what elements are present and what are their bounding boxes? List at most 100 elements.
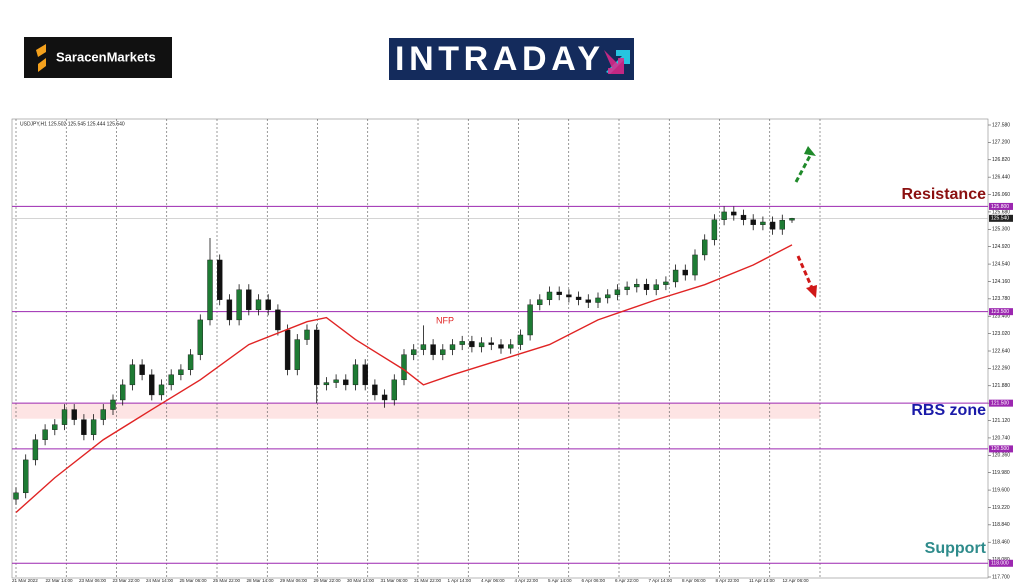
candle-body: [595, 297, 601, 303]
candle-body: [478, 342, 485, 348]
x-tick-label: 31 Mar 06:00: [381, 578, 409, 583]
y-tick-label: 123.400: [992, 314, 1010, 320]
logo-right-arrow-down: [604, 50, 624, 74]
y-tick-label: 121.880: [992, 383, 1010, 389]
annotation-support: Support: [925, 540, 987, 557]
candle-body: [226, 299, 233, 321]
x-tick-label: 8 Apr 22:00: [716, 578, 740, 583]
candle-body: [81, 419, 87, 435]
last-price-label: 125.540: [991, 216, 1009, 222]
y-tick-label: 124.920: [992, 244, 1010, 250]
y-tick-label: 125.300: [992, 227, 1010, 233]
candle-body: [129, 364, 136, 386]
arrow-down-head: [806, 285, 817, 298]
candle-body: [401, 354, 407, 381]
last-price-tag: [989, 214, 1013, 222]
x-tick-label: 6 Apr 06:00: [582, 578, 606, 583]
candle-body: [352, 364, 359, 386]
arrow-up-head: [804, 146, 816, 156]
candle-body: [663, 281, 669, 285]
y-tick-label: 124.160: [992, 279, 1010, 285]
candle-body: [149, 374, 155, 396]
candle-body: [71, 409, 77, 420]
y-tick-label: 119.600: [992, 487, 1010, 493]
candle-body: [333, 379, 339, 383]
annotation-rbs: RBS zone: [911, 402, 986, 419]
candle-body: [624, 286, 630, 290]
candle-body: [265, 299, 271, 311]
rbs-zone: [12, 403, 820, 419]
level-tag-label: 118.000: [991, 561, 1009, 567]
x-tick-label: 5 Apr 14:00: [548, 578, 572, 583]
y-tick-label: 121.120: [992, 418, 1010, 424]
candle-body: [721, 211, 727, 220]
candle-body: [556, 291, 562, 295]
y-tick-label: 126.820: [992, 157, 1010, 163]
candle-body: [643, 284, 650, 290]
y-tick-label: 127.200: [992, 140, 1010, 146]
candle-body: [411, 349, 417, 355]
candle-body: [158, 384, 165, 396]
x-tick-label: 31 Mar 22:00: [414, 578, 442, 583]
x-tick-label: 28 Mar 14:00: [247, 578, 275, 583]
y-tick-label: 122.260: [992, 366, 1010, 372]
level-tag-label: 121.500: [991, 400, 1009, 406]
candle-body: [304, 329, 310, 340]
x-tick-label: 4 Apr 06:00: [481, 578, 505, 583]
y-tick-label: 117.700: [992, 574, 1010, 580]
x-tick-label: 24 Mar 14:00: [146, 578, 174, 583]
candle-body: [391, 379, 397, 401]
y-tick-label: 123.780: [992, 296, 1010, 302]
candle-body: [692, 254, 698, 276]
candle-body: [362, 364, 368, 386]
logo-right-text: INTRADAY: [395, 40, 600, 78]
arrow-down: [796, 255, 814, 289]
candle-body: [449, 344, 456, 350]
candle-body: [566, 294, 572, 298]
candle-body: [537, 299, 543, 305]
level-tag: [989, 308, 1013, 316]
y-tick-label: 118.840: [992, 522, 1010, 528]
plot-layer: [12, 119, 988, 578]
x-tick-label: 12 Apr 06:00: [783, 578, 809, 583]
candle-body: [440, 349, 446, 355]
candle-body: [420, 344, 427, 350]
logo-left-box: [24, 37, 172, 78]
candle-body: [779, 219, 785, 230]
candle-body: [769, 221, 776, 230]
candle-body: [197, 319, 204, 355]
candle-body: [294, 339, 300, 370]
y-tick-label: 124.540: [992, 261, 1010, 267]
candle-body: [42, 429, 48, 440]
candle-body: [246, 289, 252, 311]
candle-body: [711, 219, 718, 241]
candle-body: [527, 304, 533, 336]
level-tag: [989, 202, 1013, 210]
candle-body: [731, 211, 737, 216]
candle-body: [498, 344, 504, 349]
candle-body: [178, 369, 184, 375]
candle-body: [682, 269, 688, 276]
x-tick-label: 22 Mar 14:00: [46, 578, 74, 583]
candle-body: [750, 219, 756, 225]
logo-left-text: SaracenMarkets: [56, 49, 156, 64]
x-tick-label: 29 Mar 22:00: [314, 578, 342, 583]
y-tick-label: 119.980: [992, 470, 1010, 476]
x-tick-label: 23 Mar 22:00: [113, 578, 141, 583]
candle-body: [575, 296, 582, 300]
candle-body: [343, 379, 349, 386]
x-tick-label: 11 Apr 14:00: [749, 578, 775, 583]
candle-body: [187, 354, 194, 370]
candle-body: [207, 259, 213, 321]
x-tick-label: 7 Apr 14:00: [649, 578, 673, 583]
candle-body: [672, 269, 679, 283]
y-tick-label: 119.220: [992, 505, 1010, 511]
candle-body: [585, 299, 591, 303]
x-tick-label: 23 Mar 06:00: [79, 578, 107, 583]
x-tick-label: 8 Apr 06:00: [682, 578, 706, 583]
logo-right-box: [389, 38, 634, 80]
candle-body: [236, 289, 242, 321]
candle-body: [216, 259, 223, 300]
candle-body: [168, 374, 174, 386]
level-tag: [989, 445, 1013, 453]
